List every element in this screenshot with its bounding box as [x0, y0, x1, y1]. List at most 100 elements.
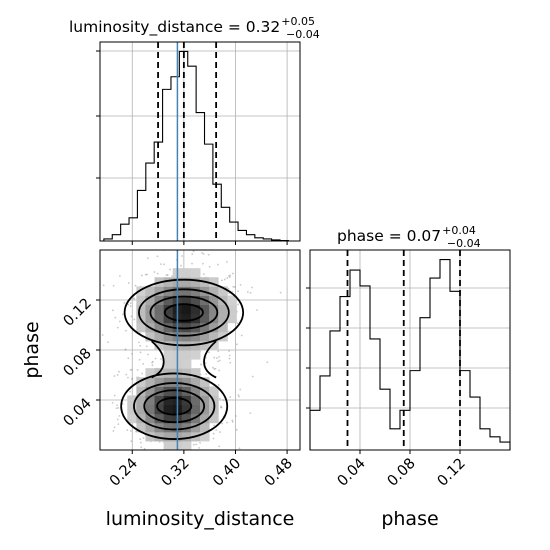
scatter-point: [102, 284, 105, 287]
scatter-point: [226, 277, 229, 279]
density-cell: [181, 377, 192, 387]
density-cell: [190, 422, 201, 433]
scatter-point: [192, 443, 195, 446]
scatter-point: [181, 255, 183, 257]
density-cell: [227, 304, 237, 315]
ld-histogram: [103, 50, 297, 242]
scatter-point: [129, 390, 132, 393]
scatter-point: [133, 297, 136, 300]
density-cell: [145, 313, 156, 324]
scatter-point: [118, 370, 120, 373]
scatter-point: [200, 363, 202, 366]
contour-line-m1-l2: [133, 382, 216, 431]
density-cell: [200, 377, 210, 387]
contour-ytick-label-2: 0.12: [61, 296, 95, 330]
density-cell: [145, 377, 156, 387]
scatter-point: [217, 350, 220, 353]
scatter-point: [217, 360, 219, 363]
scatter-point: [219, 431, 221, 433]
scatter-point: [136, 369, 139, 371]
density-cell: [218, 304, 228, 315]
phase-quantile-lines: [346, 250, 461, 450]
density-cell: [154, 413, 165, 424]
scatter-point: [127, 376, 129, 379]
density-cell: [136, 395, 146, 406]
scatter-point: [145, 463, 147, 465]
density-cell: [190, 350, 201, 360]
density-cell: [145, 413, 156, 424]
scatter-point: [140, 274, 143, 277]
scatter-point: [266, 361, 269, 364]
density-cell: [163, 413, 174, 424]
density-cell: [145, 404, 156, 415]
scatter-point: [237, 303, 239, 306]
density-cell: [163, 440, 174, 450]
scatter-point: [218, 356, 220, 358]
scatter-point: [119, 274, 121, 277]
phase-histogram: [309, 258, 511, 450]
scatter-point: [188, 452, 190, 454]
density-cell: [181, 313, 192, 324]
scatter-point: [228, 350, 231, 352]
density-cell: [209, 331, 219, 342]
density-cell: [190, 404, 201, 415]
scatter-point: [201, 251, 203, 254]
density-cell: [154, 431, 165, 442]
x-axis-label-phase: phase: [381, 508, 438, 530]
scatter-point: [122, 313, 124, 316]
scatter-point: [217, 263, 219, 266]
contour-line-m0-l3: [123, 278, 245, 347]
scatter-point: [190, 461, 192, 463]
scatter-point: [251, 286, 253, 289]
scatter-point: [204, 362, 207, 364]
scatter-point: [111, 309, 114, 312]
scatter-point: [138, 341, 140, 344]
density-cell: [209, 286, 219, 296]
scatter-point: [113, 426, 116, 429]
phase-hist-panel: 0.04 0.08 0.12 phase = 0.07+0.04 −0.04 phas…: [306, 224, 511, 530]
ld-title-lower: −0.04: [286, 28, 320, 41]
scatter-point: [130, 430, 132, 432]
scatter-point: [146, 257, 149, 260]
ld-hist-panel: luminosity_distance = 0.32+0.05 −0.04: [69, 15, 320, 245]
density-cell: [163, 277, 174, 287]
density-cell: [154, 377, 165, 387]
scatter-point: [130, 440, 133, 443]
density-cell: [209, 413, 219, 424]
scatter-point: [201, 262, 204, 265]
density-cell: [163, 340, 174, 351]
scatter-point: [237, 290, 239, 293]
density-cell: [145, 386, 156, 396]
density-cell: [163, 350, 174, 360]
scatter-point: [213, 367, 216, 370]
density-cell: [136, 404, 146, 415]
scatter-point: [160, 263, 162, 266]
scatter-point: [166, 274, 169, 276]
density-cell: [181, 431, 192, 442]
scatter-point: [228, 276, 231, 279]
scatter-point: [169, 268, 171, 271]
density-cell: [154, 313, 165, 324]
ld-quantile-lines: [157, 42, 218, 241]
density-cell: [190, 277, 201, 287]
ld-title-label: luminosity_distance = 0.32: [69, 18, 280, 37]
density-cell: [163, 422, 174, 433]
density-cell: [145, 368, 156, 378]
density-cell: [190, 295, 201, 306]
contour-plot-area: [100, 250, 300, 465]
contour-line-m0-l2: [138, 288, 230, 337]
density-cell: [181, 304, 192, 315]
scatter-point: [218, 369, 220, 372]
scatter-point: [232, 285, 235, 288]
scatter-point: [114, 316, 117, 319]
scatter-point: [113, 375, 116, 377]
phase-title-lower: −0.04: [447, 237, 481, 250]
scatter-point: [131, 352, 133, 355]
scatter-point: [227, 287, 230, 290]
scatter-point: [180, 264, 182, 267]
scatter-point: [116, 326, 119, 329]
density-cell: [190, 386, 201, 396]
contour-xtick-label-2: 0.40: [210, 456, 244, 490]
scatter-point: [125, 373, 128, 376]
scatter-point: [215, 429, 218, 432]
